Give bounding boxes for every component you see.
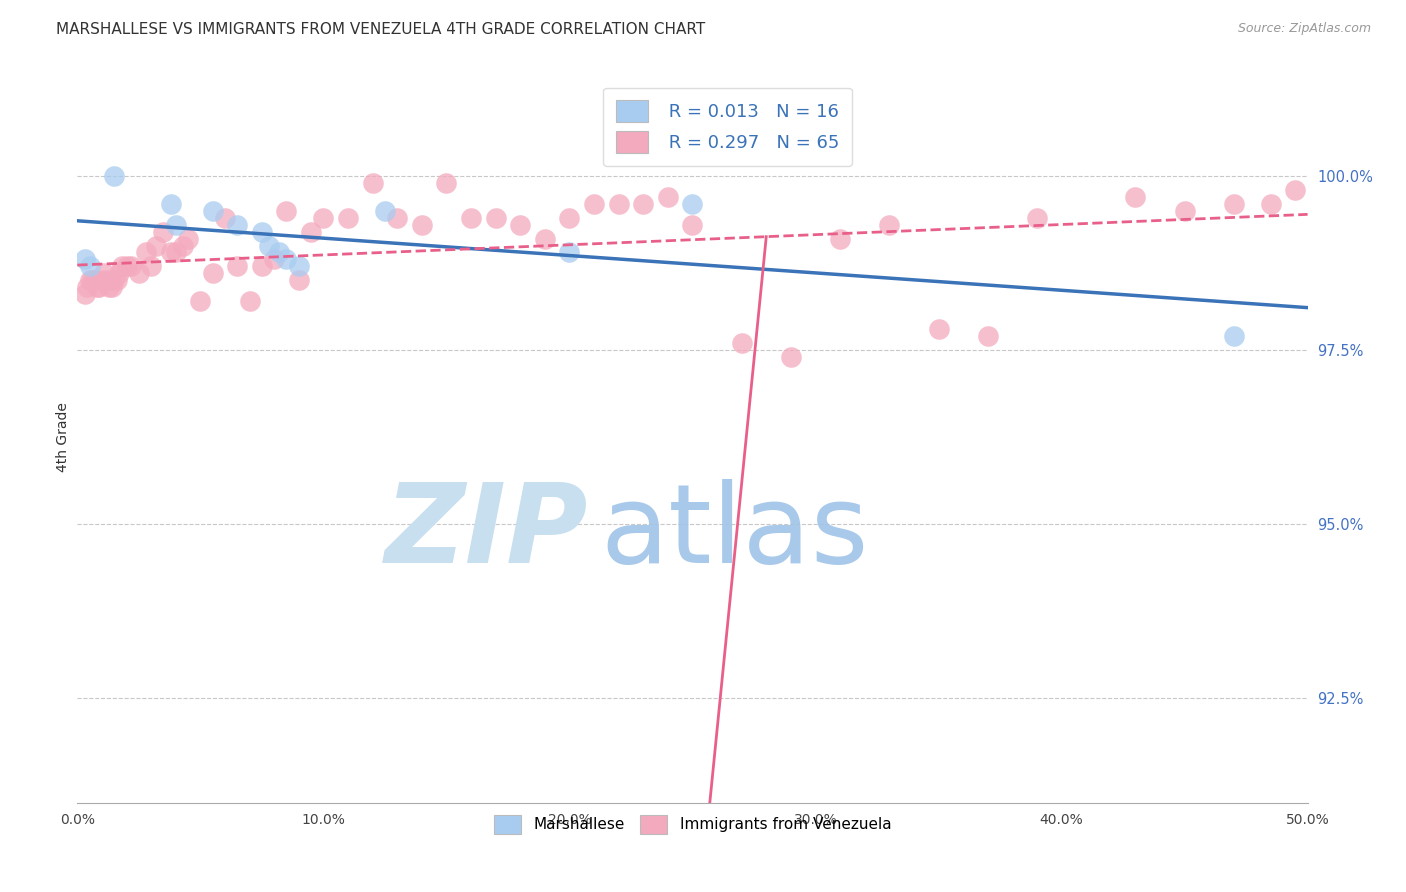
Point: [1174, 203, 1197, 218]
Point: [250, 225, 273, 239]
Point: [633, 196, 655, 211]
Point: [558, 245, 581, 260]
Point: [780, 350, 803, 364]
Point: [830, 231, 852, 245]
Point: [86, 280, 108, 294]
Point: [214, 211, 236, 225]
Point: [682, 196, 704, 211]
Point: [128, 266, 150, 280]
Point: [141, 260, 163, 274]
Point: [682, 218, 704, 232]
Point: [879, 218, 901, 232]
Point: [177, 231, 200, 245]
Point: [226, 260, 249, 274]
Point: [73, 287, 96, 301]
Text: atlas: atlas: [600, 479, 869, 586]
Point: [83, 273, 105, 287]
Text: Source: ZipAtlas.com: Source: ZipAtlas.com: [1237, 22, 1371, 36]
Point: [73, 252, 96, 267]
Point: [1284, 183, 1306, 197]
Point: [1223, 196, 1246, 211]
Point: [108, 266, 131, 280]
Point: [276, 203, 298, 218]
Point: [152, 225, 174, 239]
Point: [1260, 196, 1282, 211]
Point: [485, 211, 508, 225]
Point: [928, 322, 950, 336]
Point: [299, 225, 322, 239]
Point: [98, 280, 121, 294]
Point: [121, 260, 143, 274]
Point: [361, 176, 384, 190]
Legend: Marshallese, Immigrants from Venezuela: Marshallese, Immigrants from Venezuela: [485, 805, 900, 843]
Point: [201, 266, 224, 280]
Point: [96, 273, 118, 287]
Point: [89, 280, 111, 294]
Point: [276, 252, 298, 267]
Point: [385, 211, 409, 225]
Point: [105, 273, 128, 287]
Point: [239, 294, 262, 309]
Point: [460, 211, 482, 225]
Point: [263, 252, 285, 267]
Point: [657, 190, 679, 204]
Point: [111, 260, 132, 274]
Point: [145, 238, 167, 252]
Point: [259, 238, 281, 252]
Point: [82, 273, 104, 287]
Point: [103, 273, 125, 287]
Point: [731, 336, 754, 351]
Point: [165, 245, 187, 260]
Point: [90, 273, 114, 287]
Point: [337, 211, 360, 225]
Y-axis label: 4th Grade: 4th Grade: [56, 402, 70, 472]
Point: [607, 196, 630, 211]
Point: [79, 273, 101, 287]
Point: [1026, 211, 1049, 225]
Text: MARSHALLESE VS IMMIGRANTS FROM VENEZUELA 4TH GRADE CORRELATION CHART: MARSHALLESE VS IMMIGRANTS FROM VENEZUELA…: [56, 22, 706, 37]
Point: [374, 203, 396, 218]
Point: [509, 218, 531, 232]
Point: [160, 196, 183, 211]
Point: [103, 169, 125, 183]
Point: [76, 280, 98, 294]
Point: [250, 260, 273, 274]
Point: [93, 266, 115, 280]
Point: [135, 245, 157, 260]
Point: [288, 273, 311, 287]
Text: ZIP: ZIP: [384, 479, 588, 586]
Point: [436, 176, 458, 190]
Point: [79, 260, 101, 274]
Point: [115, 260, 138, 274]
Point: [1223, 329, 1246, 343]
Point: [1125, 190, 1147, 204]
Point: [188, 294, 212, 309]
Point: [226, 218, 249, 232]
Point: [101, 280, 124, 294]
Point: [160, 245, 183, 260]
Point: [312, 211, 335, 225]
Point: [558, 211, 581, 225]
Point: [165, 218, 187, 232]
Point: [288, 260, 311, 274]
Point: [201, 203, 224, 218]
Point: [583, 196, 606, 211]
Point: [172, 238, 194, 252]
Point: [267, 245, 291, 260]
Point: [977, 329, 1000, 343]
Point: [411, 218, 433, 232]
Point: [534, 231, 557, 245]
